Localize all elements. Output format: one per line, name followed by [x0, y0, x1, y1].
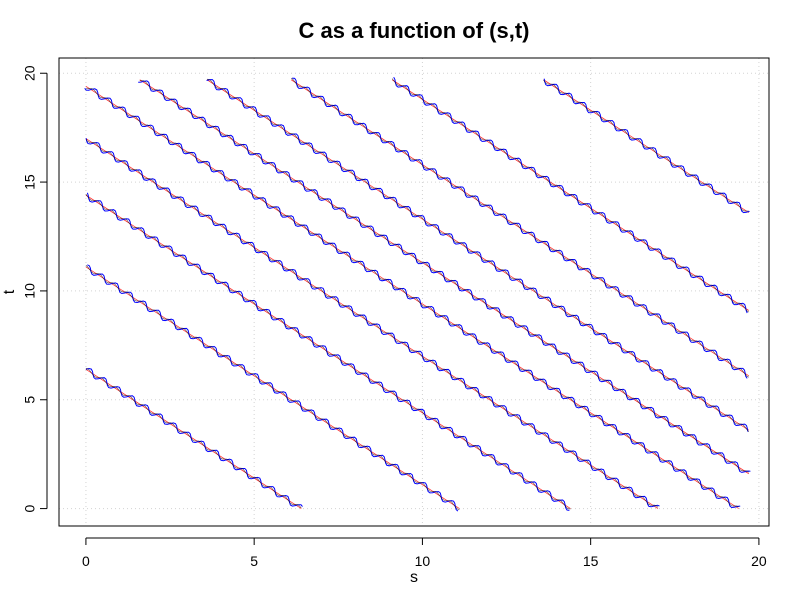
x-tick-label: 5 [250, 553, 258, 569]
x-tick-label: 0 [82, 553, 90, 569]
overlay-line [139, 80, 749, 473]
observed-line [393, 76, 748, 314]
x-axis: 0 5 10 15 20 [82, 537, 767, 569]
x-axis-label: s [410, 569, 418, 586]
overlay-line [207, 78, 750, 432]
x-tick-label: 15 [583, 553, 599, 569]
observed-line [87, 264, 459, 512]
grid [59, 58, 769, 526]
overlay-line [391, 78, 749, 313]
y-axis-label: t [1, 289, 18, 294]
overlay-line [85, 87, 739, 508]
observed-line [206, 79, 749, 432]
chart-title: C as a function of (s,t) [299, 18, 530, 43]
y-tick-label: 15 [22, 174, 38, 190]
observed-line [84, 87, 741, 509]
overlay-line [85, 194, 571, 510]
overlay-line [85, 264, 460, 510]
overlay-line [85, 368, 302, 509]
overlay-line [291, 77, 749, 378]
observed-line [543, 78, 750, 214]
observed-line [138, 80, 751, 473]
fitted-line [543, 79, 750, 213]
y-tick-label: 5 [22, 396, 38, 404]
fitted-line [85, 194, 571, 509]
x-tick-label: 10 [415, 553, 431, 569]
y-axis: 0 5 10 15 20 [22, 65, 48, 512]
observed-line [85, 138, 660, 508]
plot-frame [58, 57, 770, 527]
overlay-line [543, 79, 749, 212]
y-tick-label: 0 [22, 504, 38, 512]
y-tick-label: 10 [22, 283, 38, 299]
x-tick-label: 20 [751, 553, 767, 569]
fitted-line [85, 368, 302, 509]
overlay-line [85, 139, 659, 508]
contour-lines [84, 76, 751, 512]
y-tick-label: 20 [22, 65, 38, 81]
